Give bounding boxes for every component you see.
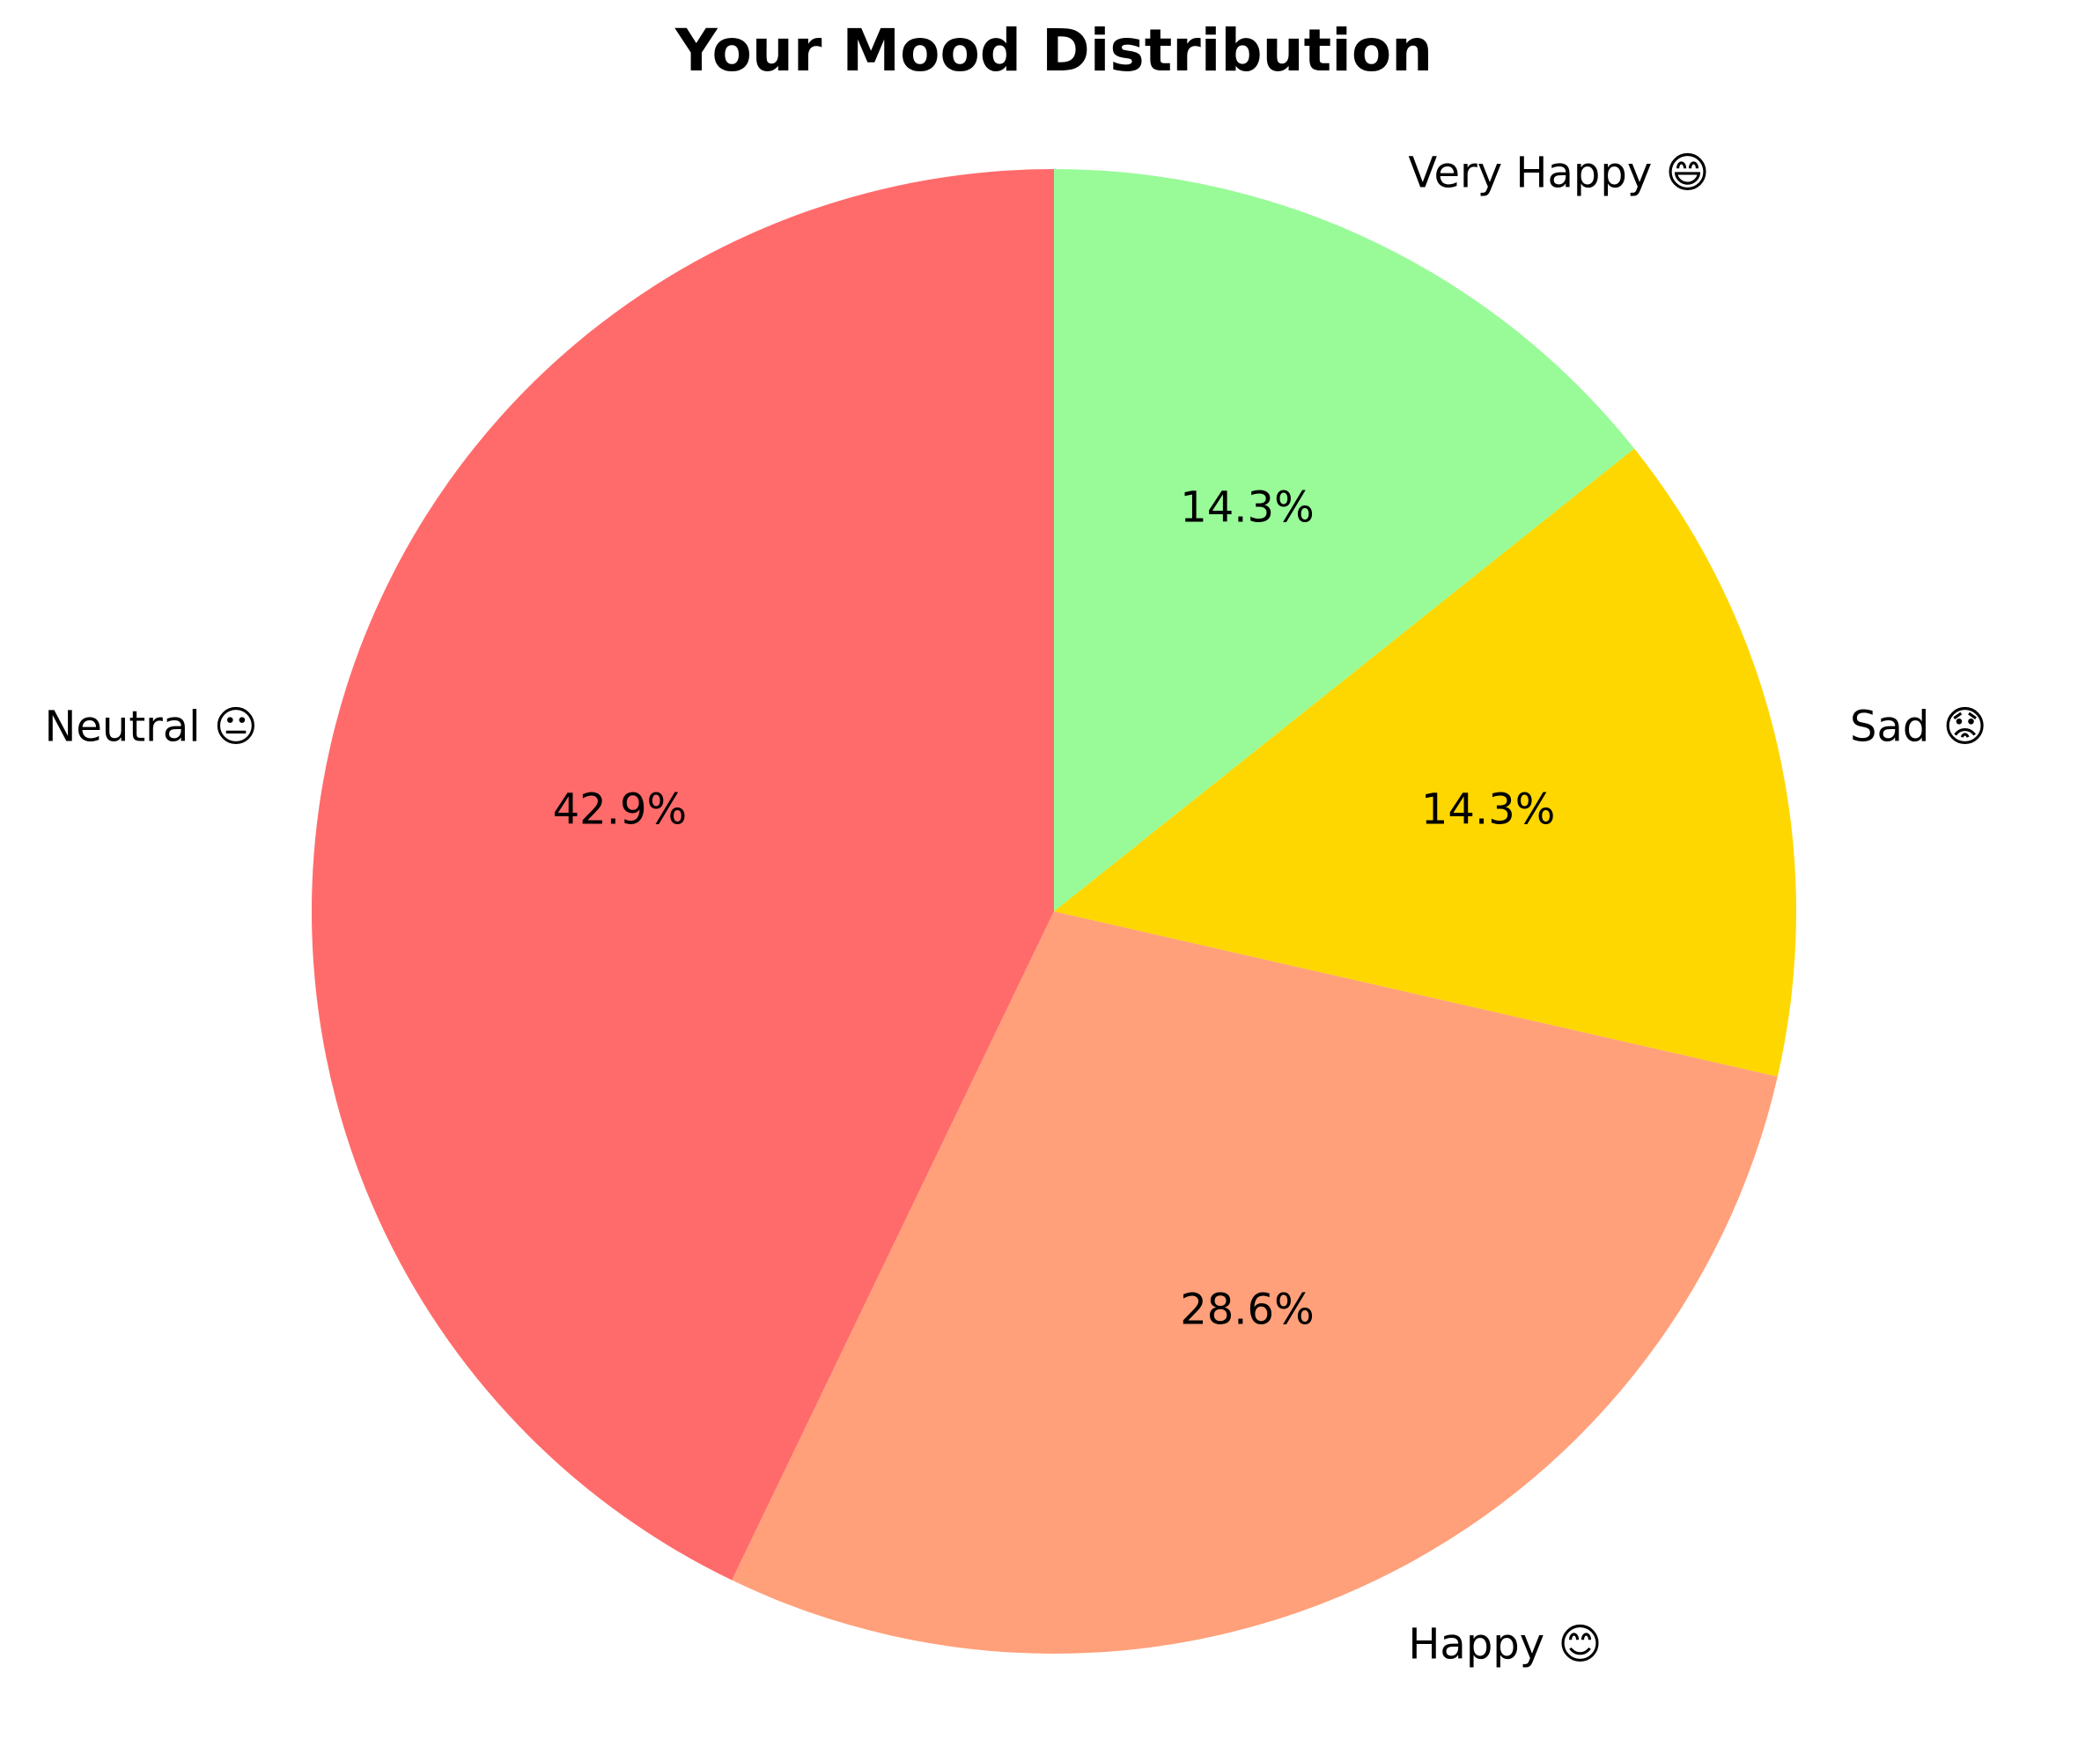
slice-percent-3: 14.3% [1180,483,1314,532]
slice-percent-1: 28.6% [1180,1286,1314,1335]
slice-label-3: Very Happy 😄 [1408,149,1709,198]
slice-label-0: Neutral 😐 [44,703,257,752]
pie-slice-0 [311,169,1055,1581]
slice-label-1: Happy 😊 [1408,1619,1602,1669]
pie-labels: Neutral 😐 42.9% Happy 😊 28.6% Sad 😟 14.3% Very… [44,149,1986,1670]
slice-percent-0: 42.9% [553,785,687,834]
pie-slice-3 [1054,168,1635,912]
pie-slice-2 [1054,448,1796,1077]
chart-title: Your Mood Distribution [674,17,1433,85]
slice-label-2: Sad 😟 [1850,703,1987,752]
pie-slice-1 [732,911,1778,1654]
slice-percent-2: 14.3% [1421,785,1555,834]
pie-slices [311,168,1796,1654]
